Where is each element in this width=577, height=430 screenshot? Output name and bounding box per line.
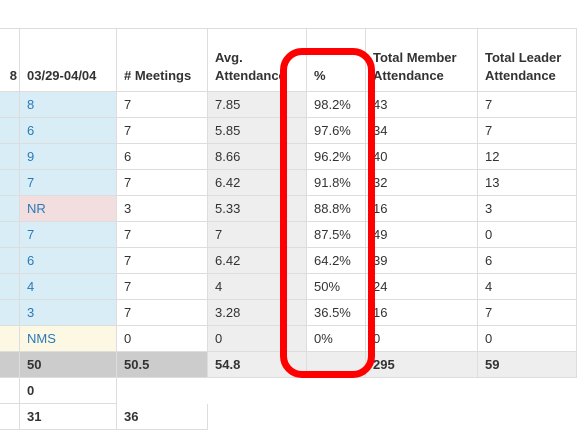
table-cell: 8.66 <box>208 144 307 170</box>
table-cell: 7 <box>208 222 307 248</box>
table-cell: 7 <box>117 92 208 118</box>
row-stub <box>0 352 20 378</box>
table-cell: 43 <box>366 92 478 118</box>
table-cell: 32 <box>366 170 478 196</box>
row-stub <box>0 248 20 274</box>
table-cell: 39 <box>366 248 478 274</box>
header-cell: Total Leader Attendance <box>478 28 577 92</box>
table-cell: 7 <box>117 118 208 144</box>
table-cell: 4 <box>478 274 577 300</box>
row-stub <box>0 300 20 326</box>
highlight-ring <box>280 48 375 378</box>
row-stub <box>0 378 20 404</box>
table-cell: 7 <box>117 248 208 274</box>
summary-cell: 0 <box>20 378 117 404</box>
row-stub <box>0 404 20 430</box>
row-stub <box>0 170 20 196</box>
header-cell: 03/29-04/04 <box>20 28 117 92</box>
row-stub <box>0 144 20 170</box>
week-link[interactable]: NR <box>20 196 117 222</box>
row-stub <box>0 92 20 118</box>
table-cell: 3.28 <box>208 300 307 326</box>
header-cell: Total Member Attendance <box>366 28 478 92</box>
header-cell: # Meetings <box>117 28 208 92</box>
total-cell: 50 <box>20 352 117 378</box>
row-stub <box>0 326 20 352</box>
table-cell: 87.5% <box>307 222 366 248</box>
table-cell: 5.33 <box>208 196 307 222</box>
week-link[interactable]: 6 <box>20 118 117 144</box>
table-cell: 24 <box>366 274 478 300</box>
table-cell: 6 <box>478 248 577 274</box>
table-cell: 4 <box>208 274 307 300</box>
total-cell: 295 <box>366 352 478 378</box>
table-cell: 49 <box>366 222 478 248</box>
row-stub <box>0 118 20 144</box>
table-cell: 16 <box>366 300 478 326</box>
table-cell: 50% <box>307 274 366 300</box>
table-cell: 7 <box>478 92 577 118</box>
table-cell: 97.6% <box>307 118 366 144</box>
table-cell: 7.85 <box>208 92 307 118</box>
table-cell: 12 <box>478 144 577 170</box>
week-link[interactable]: 8 <box>20 92 117 118</box>
week-link[interactable]: 6 <box>20 248 117 274</box>
table-cell: 0 <box>366 326 478 352</box>
week-link[interactable]: 4 <box>20 274 117 300</box>
week-link[interactable]: 7 <box>20 222 117 248</box>
table-cell: 7 <box>478 118 577 144</box>
total-cell: 50.5 <box>117 352 208 378</box>
table-cell: 34 <box>366 118 478 144</box>
table-cell: 7 <box>117 222 208 248</box>
table-cell: 0 <box>117 326 208 352</box>
week-link[interactable]: 3 <box>20 300 117 326</box>
total-cell: 59 <box>478 352 577 378</box>
table-cell: 98.2% <box>307 92 366 118</box>
week-link[interactable]: 7 <box>20 170 117 196</box>
table-cell: 6 <box>117 144 208 170</box>
table-cell: 3 <box>478 196 577 222</box>
table-cell: 5.85 <box>208 118 307 144</box>
summary-cell: 36 <box>117 404 208 430</box>
table-cell: 7 <box>117 170 208 196</box>
table-cell: 36.5% <box>307 300 366 326</box>
table-cell: 0% <box>307 326 366 352</box>
table-cell: 64.2% <box>307 248 366 274</box>
table-cell: 7 <box>117 300 208 326</box>
header-cell: Avg. Attendance <box>208 28 307 92</box>
table-cell: 16 <box>366 196 478 222</box>
table-cell: 91.8% <box>307 170 366 196</box>
row-stub <box>0 222 20 248</box>
table-cell: 6.42 <box>208 248 307 274</box>
table-cell: 0 <box>478 222 577 248</box>
table-cell: 7 <box>478 300 577 326</box>
table-cell: 13 <box>478 170 577 196</box>
table-cell: 96.2% <box>307 144 366 170</box>
table-cell: 0 <box>478 326 577 352</box>
table-cell: 6.42 <box>208 170 307 196</box>
header-cell: 8 <box>0 28 20 92</box>
table-cell: 3 <box>117 196 208 222</box>
week-link[interactable]: NMS <box>20 326 117 352</box>
table-cell: 0 <box>208 326 307 352</box>
row-stub <box>0 274 20 300</box>
table-cell: 7 <box>117 274 208 300</box>
table-cell: 40 <box>366 144 478 170</box>
row-stub <box>0 196 20 222</box>
table-cell: 88.8% <box>307 196 366 222</box>
summary-cell: 31 <box>20 404 117 430</box>
week-link[interactable]: 9 <box>20 144 117 170</box>
